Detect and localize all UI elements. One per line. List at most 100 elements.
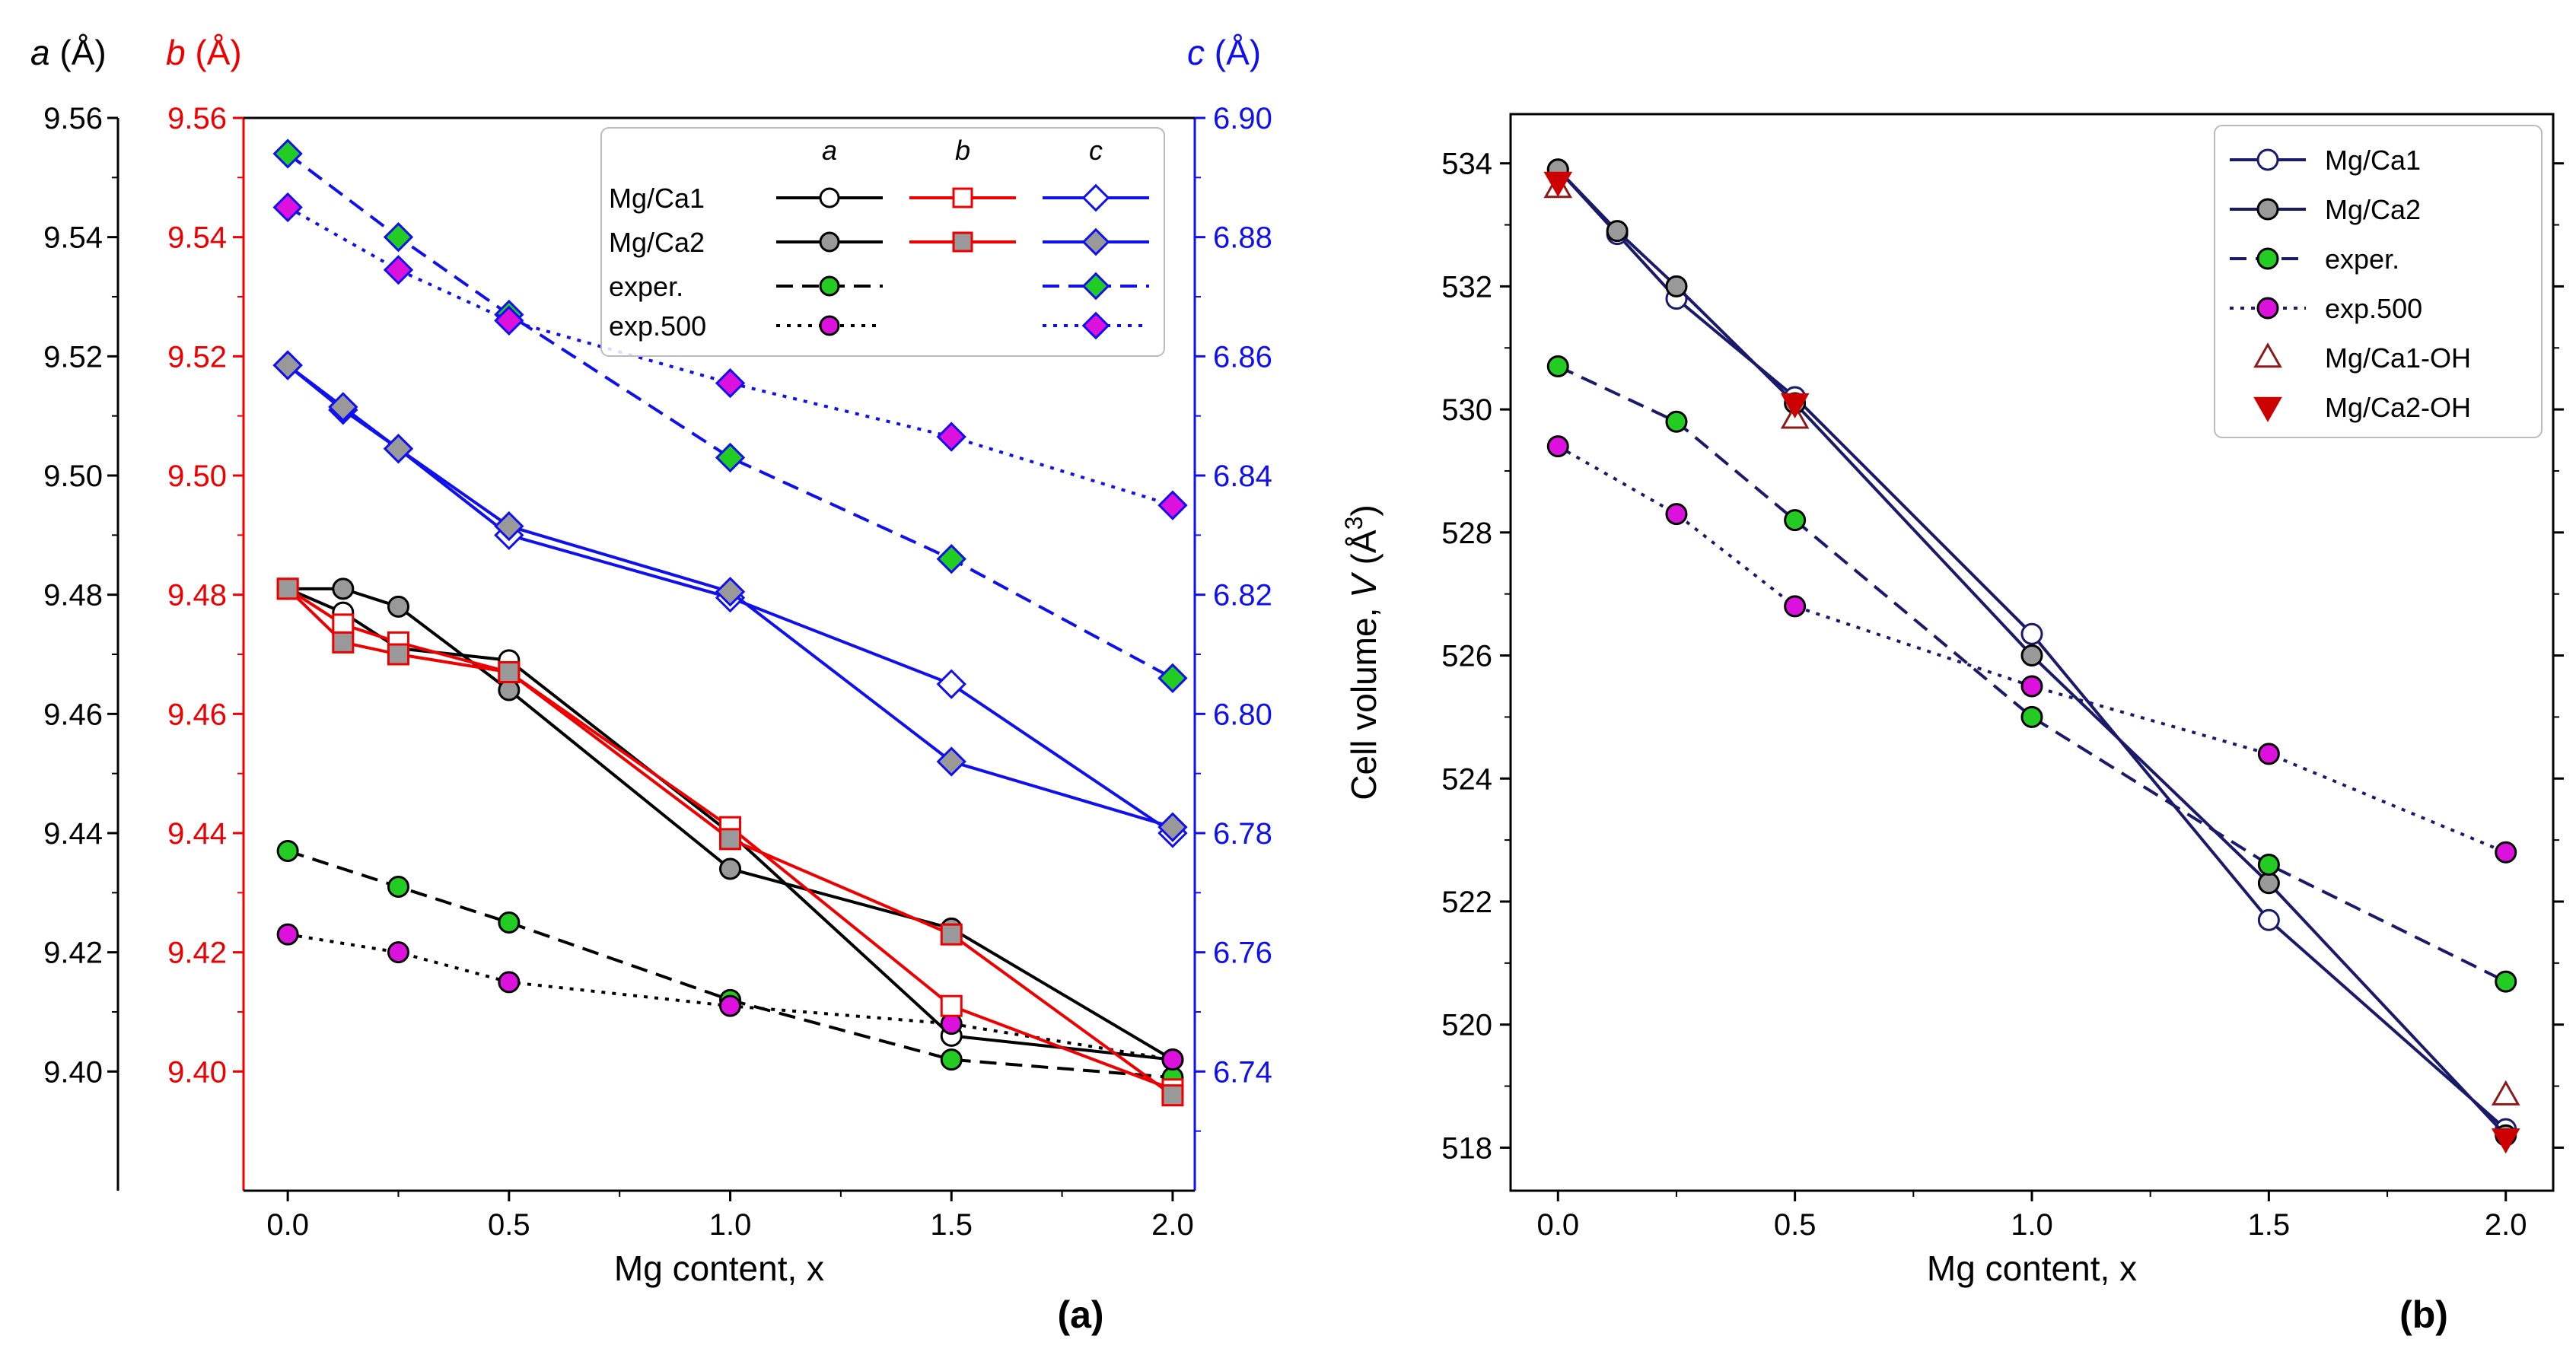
- legend-sample-marker: [1081, 183, 1110, 212]
- x-axis-label: Mg content, x: [614, 1249, 824, 1288]
- y-axis-label: Cell volume, V (Å3): [1340, 504, 1384, 800]
- legend-sample-marker: [819, 187, 840, 208]
- data-point: [1665, 503, 1688, 526]
- x-tick-label: 2.0: [2485, 1208, 2527, 1242]
- x-tick-label: 2.0: [1151, 1208, 1194, 1242]
- y-tick-label: 520: [1441, 1009, 1492, 1042]
- data-point: [1606, 220, 1629, 243]
- data-point: [715, 367, 746, 399]
- legend-col-header: b: [955, 135, 970, 166]
- b-axis-title: b (Å): [166, 33, 242, 72]
- b-tick-label: 9.50: [167, 460, 227, 493]
- legend-sample-marker: [819, 315, 840, 336]
- series-line: [287, 849, 1173, 1080]
- legend-col-header: a: [822, 135, 837, 166]
- data-point: [494, 305, 524, 336]
- c-tick-label: 6.90: [1213, 102, 1272, 135]
- legend-sample-marker: [952, 231, 973, 253]
- panel-b-chart: 518 520 522 524 526 528 530 532 534 0.0 0.5 1.0 1.5 2…: [1340, 113, 2564, 1336]
- a-tick-label: 9.40: [43, 1055, 103, 1089]
- data-point: [715, 577, 746, 607]
- legend-label: exper.: [2325, 243, 2399, 275]
- legend-row-label: Mg/Ca1: [609, 183, 705, 214]
- data-point: [719, 857, 742, 880]
- data-point: [1780, 393, 1810, 418]
- c-tick-label: 6.76: [1213, 937, 1272, 970]
- b-tick-label: 9.48: [167, 579, 227, 612]
- data-point: [2491, 1128, 2520, 1154]
- data-point: [383, 221, 414, 253]
- data-point: [272, 192, 303, 223]
- a-tick-label: 9.46: [43, 698, 103, 731]
- data-point: [2257, 908, 2280, 931]
- a-tick-label: 9.42: [43, 937, 103, 970]
- legend-label: Mg/Ca1: [2325, 145, 2421, 176]
- data-point: [272, 350, 303, 380]
- y-tick-label: 518: [1441, 1131, 1492, 1165]
- data-point: [2020, 705, 2043, 728]
- data-point: [940, 994, 963, 1017]
- legend-label: Mg/Ca2-OH: [2325, 392, 2471, 423]
- legend-label: Mg/Ca1-OH: [2325, 342, 2471, 374]
- a-tick-label: 9.50: [43, 460, 103, 493]
- a-tick-label: 9.48: [43, 579, 103, 612]
- legend: Mg/Ca1 Mg/Ca2 exper. exp.500 Mg/Ca1-OH Mg/Ca2…: [2214, 125, 2543, 438]
- data-point: [276, 577, 299, 600]
- legend-sample-marker: [2253, 396, 2282, 422]
- b-tick-label: 9.46: [167, 698, 227, 731]
- a-tick-label: 9.52: [43, 340, 103, 374]
- data-point: [498, 911, 521, 934]
- legend-frame: [2214, 125, 2543, 438]
- x-tick-label: 1.5: [930, 1208, 973, 1242]
- data-point: [276, 840, 299, 862]
- b-tick-label: 9.42: [167, 937, 227, 970]
- legend-row-label: Mg/Ca2: [609, 227, 705, 258]
- legend-row-label: exp.500: [609, 310, 706, 342]
- b-tick-label: 9.40: [167, 1055, 227, 1089]
- data-point: [1546, 435, 1569, 458]
- legend-sample-marker: [2256, 297, 2279, 320]
- data-point: [2491, 1080, 2520, 1105]
- y-tick-label: 530: [1441, 393, 1492, 427]
- data-point: [1161, 1048, 1184, 1071]
- data-point: [387, 643, 409, 666]
- data-point: [332, 631, 355, 654]
- legend-label: Mg/Ca2: [2325, 194, 2421, 225]
- legend-sample-marker: [819, 231, 840, 253]
- data-point: [2020, 622, 2043, 645]
- data-point: [2020, 675, 2043, 698]
- data-point: [1546, 355, 1569, 378]
- y-tick-label: 522: [1441, 886, 1492, 919]
- data-point: [1161, 1084, 1184, 1107]
- data-point: [2257, 853, 2280, 876]
- data-point: [2495, 970, 2517, 993]
- a-tick-label: 9.56: [43, 102, 103, 135]
- data-point: [719, 828, 742, 851]
- legend-sample-marker: [952, 187, 973, 208]
- data-point: [940, 923, 963, 946]
- c-axis-title: c (Å): [1187, 33, 1261, 72]
- legend-sample-marker: [2253, 342, 2282, 368]
- a-tick-label: 9.54: [43, 221, 103, 255]
- a-tick-label: 9.44: [43, 817, 103, 851]
- data-point: [936, 543, 966, 574]
- data-point: [1665, 275, 1688, 297]
- b-tick-label: 9.44: [167, 817, 227, 851]
- data-point: [2495, 841, 2517, 864]
- data-point: [272, 138, 303, 169]
- x-tick-label: 0.0: [1536, 1208, 1579, 1242]
- y-tick-label: 524: [1441, 762, 1492, 796]
- x-tick-label: 0.5: [488, 1208, 530, 1242]
- data-point: [1665, 410, 1688, 433]
- panel-label: (b): [2399, 1293, 2448, 1336]
- b-tick-label: 9.56: [167, 102, 227, 135]
- y-tick-label: 532: [1441, 270, 1492, 304]
- x-tick-label: 1.0: [2011, 1208, 2053, 1242]
- series-line: [1557, 364, 2507, 983]
- data-point: [1784, 509, 1807, 532]
- legend: a b c Mg/Ca1 Mg/Ca2 exper. exp.500: [600, 127, 1165, 357]
- legend-sample-marker: [2256, 198, 2279, 221]
- legend-row-label: exper.: [609, 271, 683, 302]
- data-point: [936, 669, 966, 699]
